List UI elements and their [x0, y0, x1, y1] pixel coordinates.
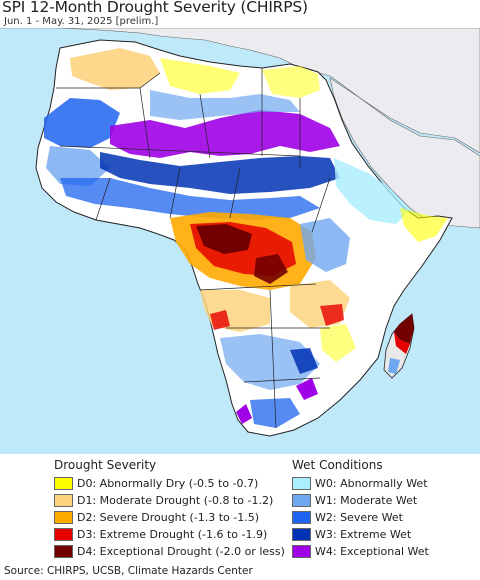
map-title: SPI 12-Month Drought Severity (CHIRPS) [2, 0, 308, 16]
region-horn-light [334, 158, 410, 224]
madagascar-wet [388, 358, 400, 374]
legend-item-d0: D0: Abnormally Dry (-0.5 to -0.7) [54, 476, 258, 491]
source-credit: Source: CHIRPS, UCSB, Climate Hazards Ce… [4, 565, 253, 577]
legend-item-w2: W2: Severe Wet [292, 510, 403, 525]
legend-item-w4: W4: Exceptional Wet [292, 544, 429, 559]
region-tanzania-d2 [320, 304, 344, 326]
map-subtitle: Jun. 1 - May. 31, 2025 [prelim.] [4, 16, 159, 27]
legend-swatch-d3 [54, 528, 73, 541]
region-north-w1 [150, 90, 300, 120]
legend-swatch-w3 [292, 528, 311, 541]
region-north-d0b [160, 58, 240, 94]
legend-drought-heading: Drought Severity [54, 458, 157, 472]
madagascar-drought [394, 314, 414, 344]
legend-item-d4: D4: Exceptional Drought (-2.0 or less) [54, 544, 285, 559]
region-sahel-w4 [110, 110, 340, 158]
legend-label-w0: W0: Abnormally Wet [315, 477, 428, 490]
legend-swatch-d2 [54, 511, 73, 524]
region-central-d4b [254, 254, 288, 284]
country-borders [56, 68, 331, 429]
legend-swatch-d0 [54, 477, 73, 490]
legend-item-d1: D1: Moderate Drought (-0.8 to -1.2) [54, 493, 273, 508]
legend-swatch-w0 [292, 477, 311, 490]
legend-swatch-w2 [292, 511, 311, 524]
legend-swatch-w4 [292, 545, 311, 558]
legend-item-w1: W1: Moderate Wet [292, 493, 417, 508]
legend-swatch-d4 [54, 545, 73, 558]
legend-label-d4: D4: Exceptional Drought (-2.0 or less) [77, 545, 285, 558]
region-sahel-w2 [60, 178, 320, 220]
legend-label-w1: W1: Moderate Wet [315, 494, 418, 507]
legend: Drought Severity Wet Conditions D0: Abno… [0, 456, 480, 564]
region-south-w1 [220, 334, 320, 390]
legend-label-d2: D2: Severe Drought (-1.3 to -1.5) [77, 511, 260, 524]
region-central-d4 [196, 224, 252, 254]
region-south-w4 [296, 378, 318, 400]
region-horn-d0 [400, 208, 448, 242]
legend-item-w0: W0: Abnormally Wet [292, 476, 428, 491]
region-south-w4b [236, 404, 252, 424]
legend-swatch-w1 [292, 494, 311, 507]
region-egypt-dry [262, 66, 320, 98]
legend-swatch-d1 [54, 494, 73, 507]
madagascar-drought-d3 [394, 332, 410, 354]
region-west-wet2 [46, 146, 110, 186]
legend-label-d1: D1: Moderate Drought (-0.8 to -1.2) [77, 494, 274, 507]
region-south-d0 [320, 324, 356, 362]
legend-label-d3: D3: Extreme Drought (-1.6 to -1.9) [77, 528, 268, 541]
legend-label-w2: W2: Severe Wet [315, 511, 403, 524]
legend-label-w3: W3: Extreme Wet [315, 528, 412, 541]
region-north-d0 [70, 48, 160, 90]
region-west-wet [44, 98, 120, 148]
legend-label-w4: W4: Exceptional Wet [315, 545, 429, 558]
legend-item-d3: D3: Extreme Drought (-1.6 to -1.9) [54, 527, 267, 542]
region-south-w3 [290, 348, 318, 374]
legend-wet-heading: Wet Conditions [292, 458, 383, 472]
legend-item-d2: D2: Severe Drought (-1.3 to -1.5) [54, 510, 259, 525]
legend-label-d0: D0: Abnormally Dry (-0.5 to -0.7) [77, 477, 259, 490]
region-angola-d3 [210, 310, 230, 330]
drought-map [0, 28, 480, 454]
region-sahel-w3 [100, 152, 340, 194]
legend-item-w3: W3: Extreme Wet [292, 527, 411, 542]
